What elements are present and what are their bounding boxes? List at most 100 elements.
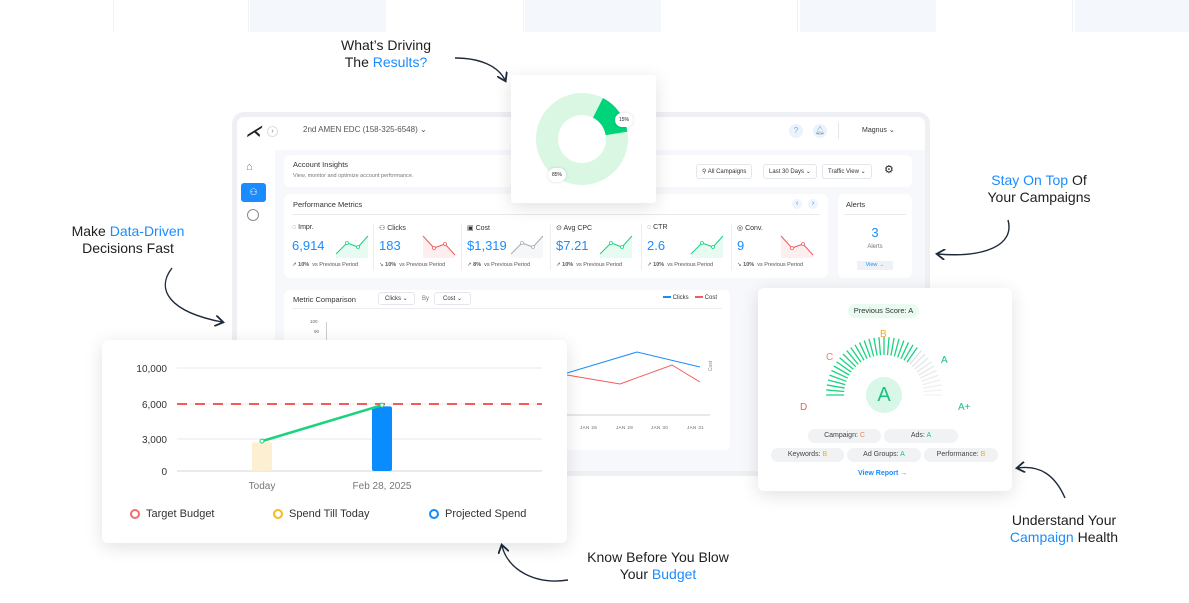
gauge-tick [903, 344, 914, 361]
legend-label: Projected Spend [445, 508, 527, 520]
metric-clicks[interactable]: ⚇ Clicks 183 ↘ 10% vs Previous Period [373, 224, 467, 274]
gear-icon[interactable]: ⚙ [884, 164, 894, 176]
user-menu[interactable]: Magnus ⌄ [862, 126, 895, 134]
change-value: 10% [743, 262, 755, 268]
metric-label: ◌ CTR [647, 224, 668, 231]
arrow-icon [164, 267, 222, 322]
sparkline-area [511, 236, 543, 258]
sparkline [690, 235, 724, 258]
arrow-icon [454, 57, 505, 80]
metric-value: 6,914 [292, 238, 325, 253]
callout-line: Campaign Health [984, 529, 1144, 546]
decor-block [113, 0, 249, 32]
home-icon[interactable]: ⌂ [246, 161, 253, 173]
decor-block [1075, 0, 1189, 32]
donut-label: 85% [548, 168, 566, 182]
budget-chart: 0 3,000 6,000 10,000 Today Feb 28, 2025 [136, 364, 542, 492]
view-report-link[interactable]: View Report → [858, 470, 908, 477]
users-icon[interactable]: ⚇ [241, 183, 266, 202]
filter-label: All Campaigns [707, 169, 747, 175]
gauge-tick [890, 337, 895, 356]
trend-icon: ↗ [647, 262, 652, 268]
gauge-tick [906, 347, 918, 363]
gauge-tick [829, 374, 847, 382]
callout-highlight: Stay On Top [991, 172, 1069, 188]
callout-text: The [344, 54, 373, 70]
trend-point [259, 438, 265, 444]
change-compare: vs Previous Period [576, 262, 623, 268]
sparkline-line [510, 235, 544, 255]
gauge-tick [826, 389, 845, 393]
legend-item: Target Budget [130, 508, 215, 520]
divider [373, 224, 374, 270]
sparkline-line [422, 235, 456, 256]
alerts-view-button[interactable]: View → [857, 261, 893, 270]
legend-marker [273, 509, 283, 519]
callout-line: Know Before You Blow [587, 549, 729, 565]
sparkline [335, 235, 369, 258]
sparkline-point [711, 245, 715, 249]
change-compare: vs Previous Period [484, 262, 531, 268]
gauge-icon[interactable] [247, 209, 259, 221]
metric-change: ↗ 10% vs Previous Period [556, 262, 622, 268]
gauge-tick [909, 350, 922, 365]
performance-metrics-card: Performance Metrics ‹ › [284, 194, 828, 278]
metric-b-select[interactable]: Cost ⌄ [434, 292, 472, 305]
donut-card: 15% 85% [511, 75, 656, 203]
app-logo[interactable]: ⋌ [246, 123, 261, 140]
account-selector[interactable]: 2nd AMEN EDC (158-325-6548) ⌄ [303, 125, 427, 134]
date-range-select[interactable]: Last 30 Days ⌄ [763, 164, 817, 179]
metric-cost[interactable]: ▣ Cost $1,319 ↗ 8% vs Previous Period [461, 224, 555, 274]
callout-text: Health [1073, 529, 1119, 545]
sparkline [599, 235, 633, 258]
chip-label: Campaign: [824, 432, 860, 439]
help-icon[interactable]: ? [789, 124, 803, 138]
bell-icon[interactable]: 🔔︎ [813, 124, 827, 138]
legend-marker [130, 509, 140, 519]
gauge-tick [921, 374, 939, 382]
change-value: 8% [473, 262, 482, 268]
alerts-title: Alerts [846, 200, 866, 209]
metric-icon: ◎ [737, 225, 744, 232]
metric-ctr[interactable]: ◌ CTR 2.6 ↗ 10% vs Previous Period [641, 224, 735, 274]
metric-a-select[interactable]: Clicks ⌄ [378, 292, 415, 305]
series-cost-line [566, 364, 701, 385]
divider [550, 224, 551, 270]
decor-block [937, 0, 1073, 32]
gauge-tick [854, 344, 865, 361]
y-tick: 90 [314, 329, 320, 334]
scale-label-a-plus: A+ [958, 402, 971, 413]
chevron-down-icon: ⌄ [860, 169, 866, 175]
metric-avg-cpc[interactable]: ⊙ Avg CPC $7.21 ↗ 10% vs Previous Period [550, 224, 644, 274]
header-divider [838, 122, 839, 139]
by-label: By [422, 296, 430, 302]
chip-ads: Ads: A [884, 429, 958, 443]
callout-text: Of [1068, 172, 1087, 188]
sparkline-point [520, 241, 524, 245]
sidebar-toggle-icon[interactable]: › [267, 126, 278, 137]
next-arrow-icon[interactable]: › [808, 199, 818, 209]
comparison-title: Metric Comparison [293, 295, 356, 304]
arrow-icon [502, 546, 569, 582]
metric-value: $1,319 [467, 238, 507, 253]
prev-arrow-icon[interactable]: ‹ [792, 199, 802, 209]
gauge-tick [827, 379, 846, 386]
metric-conv[interactable]: ◎ Conv. 9 ↘ 10% vs Previous Period [731, 224, 825, 274]
metric-impr[interactable]: ◌ Impr. 6,914 ↗ 10% vs Previous Period [292, 224, 380, 274]
alerts-count: 3 [871, 225, 879, 240]
change-value: 10% [385, 262, 397, 268]
view-select[interactable]: Traffic View ⌄ [822, 164, 872, 179]
metric-label: ◎ Conv. [737, 224, 763, 232]
metric-label: ⊙ Avg CPC [556, 224, 592, 232]
callout-data-driven: Make Data-Driven Decisions Fast [48, 223, 208, 257]
chip-campaign: Campaign: C [808, 429, 881, 443]
sparkline [510, 235, 544, 258]
sparkline-point [531, 245, 535, 249]
campaigns-filter[interactable]: ⚲ All Campaigns [696, 164, 753, 179]
scale-label-b: B [880, 329, 887, 340]
sparkline-point [443, 242, 447, 246]
gauge-tick [893, 338, 900, 357]
decor-block [662, 0, 798, 32]
select-label: Clicks [385, 296, 401, 302]
